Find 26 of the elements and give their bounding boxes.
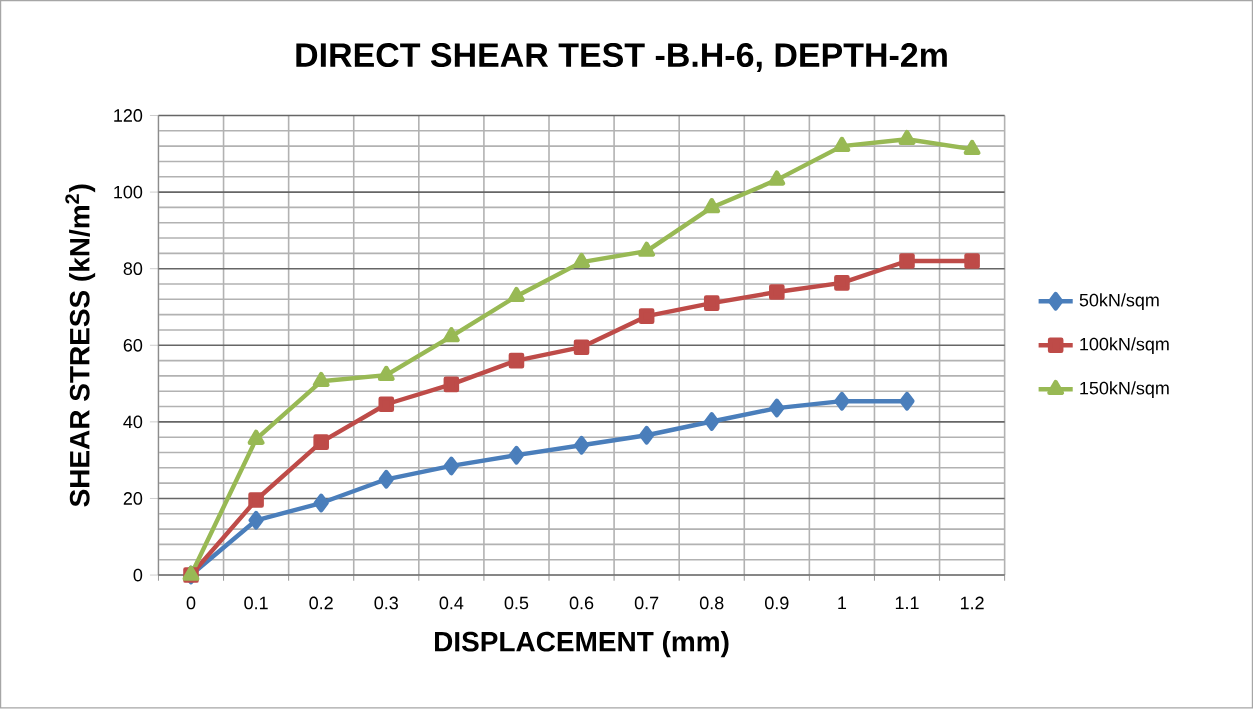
x-tick-label: 0.8 xyxy=(699,596,724,610)
y-tick-label: 60 xyxy=(123,339,143,352)
x-tick-label: 0.4 xyxy=(439,596,464,610)
x-tick-label: 0.2 xyxy=(309,596,333,610)
y-tick-label: 20 xyxy=(123,492,143,506)
x-tick-label: 1.1 xyxy=(895,596,919,610)
x-tick-label: 0.5 xyxy=(504,596,529,610)
x-tick-label: 0.1 xyxy=(244,596,268,610)
x-tick-label: 0.7 xyxy=(634,596,659,610)
y-tick-label: 40 xyxy=(123,415,143,429)
x-tick-label: 0 xyxy=(186,596,196,610)
y-axis-title: SHEAR STRESS (kN/m$^{2}$) xyxy=(65,184,96,507)
x-axis-title: DISPLACEMENT (mm) xyxy=(435,631,729,658)
y-tick-label: 0 xyxy=(133,568,143,582)
legend-label: 100kN/sqm xyxy=(1080,337,1169,355)
y-tick-label: 80 xyxy=(123,262,143,276)
x-tick-label: 0.9 xyxy=(765,596,789,610)
x-tick-label: 0.6 xyxy=(569,596,594,610)
legend-label: 150kN/sqm xyxy=(1080,381,1169,399)
x-tick-label: 1.2 xyxy=(960,596,984,610)
legend-label: 50kN/sqm xyxy=(1079,293,1159,311)
y-tick-label: 120 xyxy=(114,109,143,123)
chart-title: DIRECT SHEAR TEST -B.H-6, DEPTH-2m xyxy=(296,43,947,73)
x-tick-label: 1 xyxy=(838,596,847,610)
y-tick-label: 100 xyxy=(114,185,143,199)
x-tick-label: 0.3 xyxy=(374,596,398,610)
